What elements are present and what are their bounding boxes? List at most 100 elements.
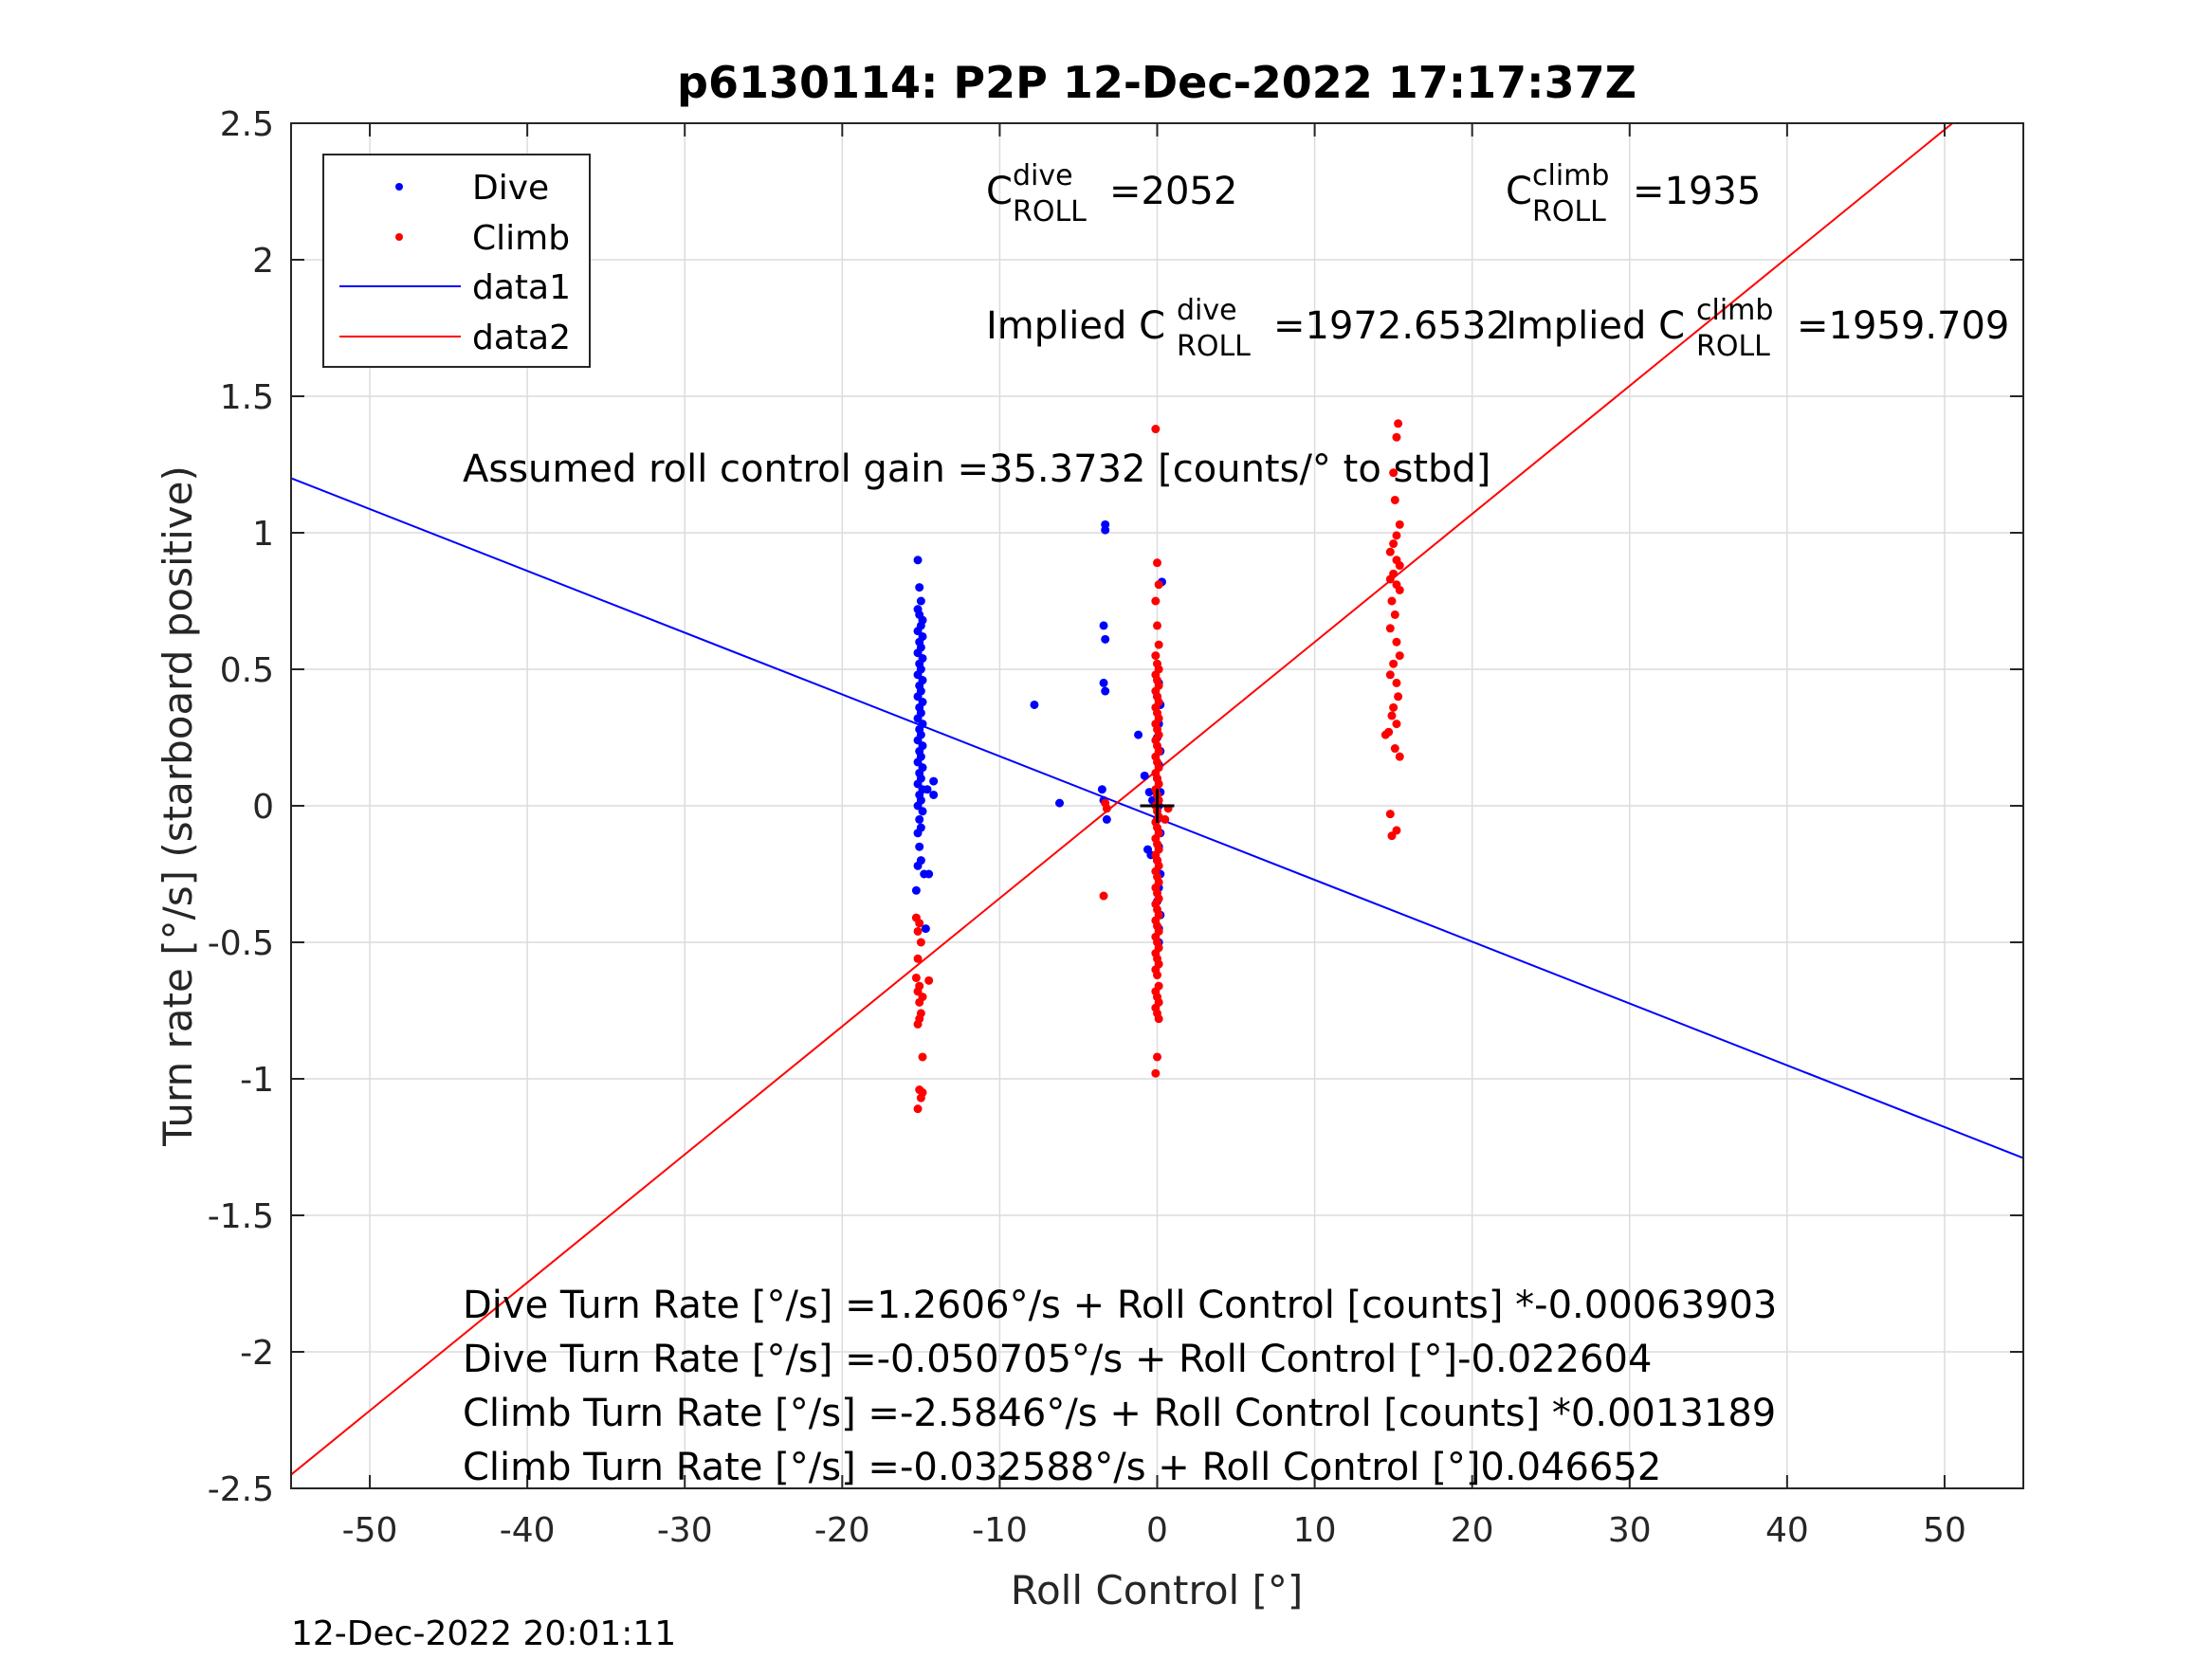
dive-point <box>1099 678 1108 687</box>
dive-point <box>1101 686 1110 696</box>
dive-point <box>916 596 925 606</box>
c-roll-climb-prefix: C <box>1506 170 1532 213</box>
legend-dive-label: Dive <box>472 169 549 208</box>
dive-point <box>1030 700 1039 709</box>
dive-point <box>918 807 927 816</box>
dive-point <box>1140 771 1149 780</box>
dive-point <box>913 829 923 838</box>
climb-point <box>1154 640 1163 649</box>
dive-point <box>924 869 934 879</box>
climb-point <box>1161 814 1170 824</box>
climb-point <box>1392 720 1401 729</box>
implied-climb-annotation: Implied C climb ROLL =1959.709 <box>1506 294 2009 363</box>
implied-climb-sub: ROLL <box>1696 330 1770 363</box>
climb-point <box>1392 678 1401 687</box>
climb-point <box>1153 1052 1161 1062</box>
y-tick-label: -0.5 <box>208 924 274 963</box>
dive-point <box>913 556 923 565</box>
climb-point <box>1151 651 1161 661</box>
implied-dive-prefix: Implied C <box>986 304 1165 348</box>
y-tick-label: 2.5 <box>220 105 274 144</box>
climb-point <box>1102 804 1111 813</box>
climb-point <box>1390 495 1399 504</box>
climb-point <box>1392 432 1401 442</box>
dive-point <box>929 776 939 786</box>
y-tick-label: 2 <box>252 242 274 281</box>
y-tick-label: -2 <box>240 1334 274 1373</box>
c-roll-dive-sub: ROLL <box>1013 195 1087 228</box>
dive-point <box>915 842 924 851</box>
climb-point <box>916 1093 925 1103</box>
climb-point <box>1153 621 1161 630</box>
y-tick-label: 1 <box>252 515 274 554</box>
climb-point <box>911 973 921 982</box>
implied-dive-annotation: Implied C dive ROLL =1972.6532 <box>986 294 1510 363</box>
x-tick-label: -10 <box>972 1511 1028 1550</box>
climb-point <box>915 997 924 1007</box>
implied-dive-sup: dive <box>1177 294 1237 327</box>
climb-point <box>1153 558 1161 568</box>
climb-point <box>1385 810 1395 819</box>
y-axis-label: Turn rate [°/s] (starboard positive) <box>155 465 201 1147</box>
climb-point <box>1385 574 1395 584</box>
climb-point <box>913 926 923 936</box>
fit-climb-degrees: Climb Turn Rate [°/s] =-0.032588°/s + Ro… <box>463 1446 1661 1489</box>
fit-dive-counts: Dive Turn Rate [°/s] =1.2606°/s + Roll C… <box>463 1284 1777 1327</box>
dive-point <box>915 814 924 824</box>
legend-dive-marker <box>395 183 403 191</box>
generation-timestamp: 12-Dec-2022 20:01:11 <box>291 1614 676 1653</box>
climb-point <box>1392 637 1401 647</box>
dive-point <box>1055 798 1065 808</box>
climb-point <box>1394 419 1403 428</box>
ticks: -50 -40 -30 -20 -10 0 10 20 30 40 50-2.5-2-1.5-1-0… <box>208 105 2023 1550</box>
dive-point <box>1101 525 1110 535</box>
climb-point <box>913 1104 923 1114</box>
climb-point <box>1385 670 1395 680</box>
dive-point <box>915 583 924 592</box>
c-roll-dive-annotation: C dive ROLL =2052 <box>986 159 1237 228</box>
dive-point <box>1099 621 1108 630</box>
dive-point <box>1134 730 1143 739</box>
implied-climb-sup: climb <box>1696 294 1773 327</box>
x-tick-label: 0 <box>1146 1511 1168 1550</box>
implied-climb-value: =1959.709 <box>1797 304 2009 348</box>
climb-point <box>1099 891 1108 901</box>
climb-point <box>1390 744 1399 754</box>
dive-point <box>1101 634 1110 644</box>
climb-point <box>1151 425 1161 434</box>
climb-point <box>1389 702 1398 712</box>
climb-point <box>1151 596 1161 606</box>
y-tick-label: 0 <box>252 788 274 827</box>
x-tick-label: 50 <box>1923 1511 1966 1550</box>
c-roll-dive-value: =2052 <box>1109 170 1237 213</box>
climb-point <box>1395 585 1404 594</box>
climb-point <box>1395 561 1404 571</box>
climb-point <box>1395 520 1404 529</box>
climb-point <box>1392 531 1401 540</box>
y-tick-label: -1.5 <box>208 1197 274 1236</box>
y-tick-label: -2.5 <box>208 1470 274 1509</box>
climb-point <box>1387 711 1397 720</box>
climb-point <box>1389 659 1398 668</box>
climb-point <box>1380 730 1390 739</box>
climb-point <box>1153 971 1161 980</box>
legend-data1-label: data1 <box>472 268 571 307</box>
y-tick-label: 0.5 <box>220 651 274 690</box>
legend: Dive Climb data1 data2 <box>322 154 591 368</box>
c-roll-climb-annotation: C climb ROLL =1935 <box>1506 159 1761 228</box>
climb-point <box>915 919 924 928</box>
c-roll-dive-prefix: C <box>986 170 1013 213</box>
climb-point <box>1389 468 1398 478</box>
series-layer <box>291 123 2023 1476</box>
y-tick-label: -1 <box>240 1061 274 1100</box>
x-tick-label: 10 <box>1293 1511 1337 1550</box>
y-tick-label: 1.5 <box>220 378 274 417</box>
climb-point <box>1154 1014 1163 1024</box>
c-roll-climb-sup: climb <box>1532 159 1609 192</box>
climb-point <box>1395 651 1404 661</box>
c-roll-dive-sup: dive <box>1013 159 1073 192</box>
roll-gain-annotation: Assumed roll control gain =35.3732 [coun… <box>463 447 1490 491</box>
x-tick-label: 40 <box>1765 1511 1809 1550</box>
fit-climb-counts: Climb Turn Rate [°/s] =-2.5846°/s + Roll… <box>463 1392 1776 1435</box>
